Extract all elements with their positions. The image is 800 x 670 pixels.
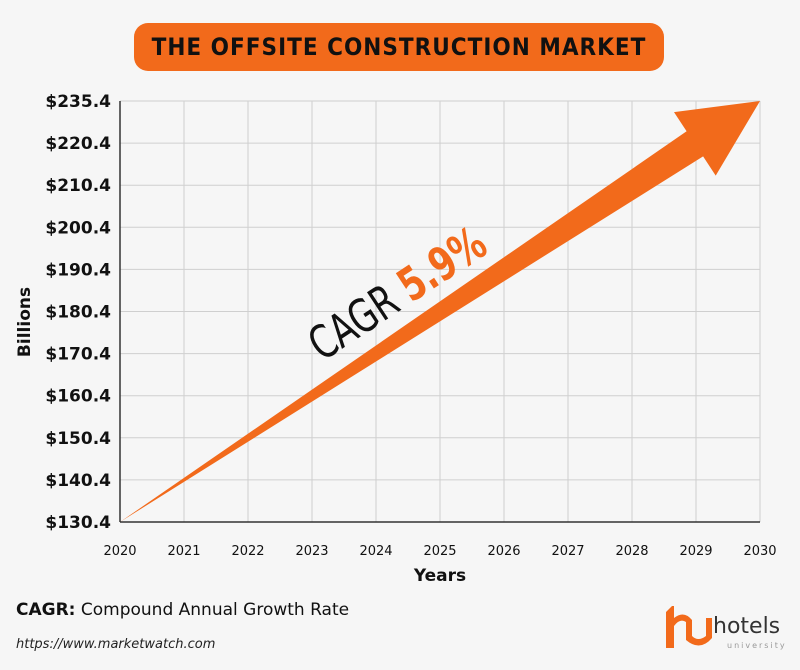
logo-sub: university: [727, 641, 787, 650]
y-tick-label: $220.4: [45, 134, 111, 154]
y-tick-label: $180.4: [45, 303, 111, 323]
logo-word: hotels: [713, 614, 781, 639]
y-tick-label: $200.4: [45, 218, 111, 238]
y-tick-label: $130.4: [45, 513, 111, 533]
y-tick-label: $235.4: [45, 92, 111, 112]
cagr-text: Compound Annual Growth Rate: [75, 600, 350, 620]
y-tick-label: $210.4: [45, 176, 111, 196]
y-tick-label: $170.4: [45, 345, 111, 365]
x-tick-label: 2021: [167, 544, 200, 559]
y-tick-label: $160.4: [45, 387, 111, 407]
chart-title: THE OFFSITE CONSTRUCTION MARKET: [134, 23, 664, 71]
x-tick-label: 2030: [743, 544, 776, 559]
hotels-university-logo: [666, 606, 712, 648]
cagr-abbr: CAGR:: [16, 600, 76, 620]
y-tick-label: $150.4: [45, 429, 111, 449]
y-tick-label: $190.4: [45, 260, 111, 280]
x-tick-label: 2023: [295, 544, 328, 559]
x-tick-label: 2028: [615, 544, 648, 559]
source-link[interactable]: https://www.marketwatch.com: [16, 637, 216, 652]
y-axis-label: Billions: [15, 286, 35, 358]
y-tick-label: $140.4: [45, 471, 111, 491]
x-axis-label: Years: [413, 566, 467, 586]
cagr-definition: CAGR: Compound Annual Growth Rate: [16, 600, 349, 620]
growth-arrow: [120, 101, 760, 522]
x-tick-label: 2024: [359, 544, 392, 559]
logo-mark-icon: [666, 606, 712, 648]
x-tick-label: 2029: [679, 544, 712, 559]
x-tick-label: 2026: [487, 544, 520, 559]
x-tick-label: 2020: [103, 544, 136, 559]
x-tick-label: 2022: [231, 544, 264, 559]
x-tick-label: 2027: [551, 544, 584, 559]
x-tick-label: 2025: [423, 544, 456, 559]
